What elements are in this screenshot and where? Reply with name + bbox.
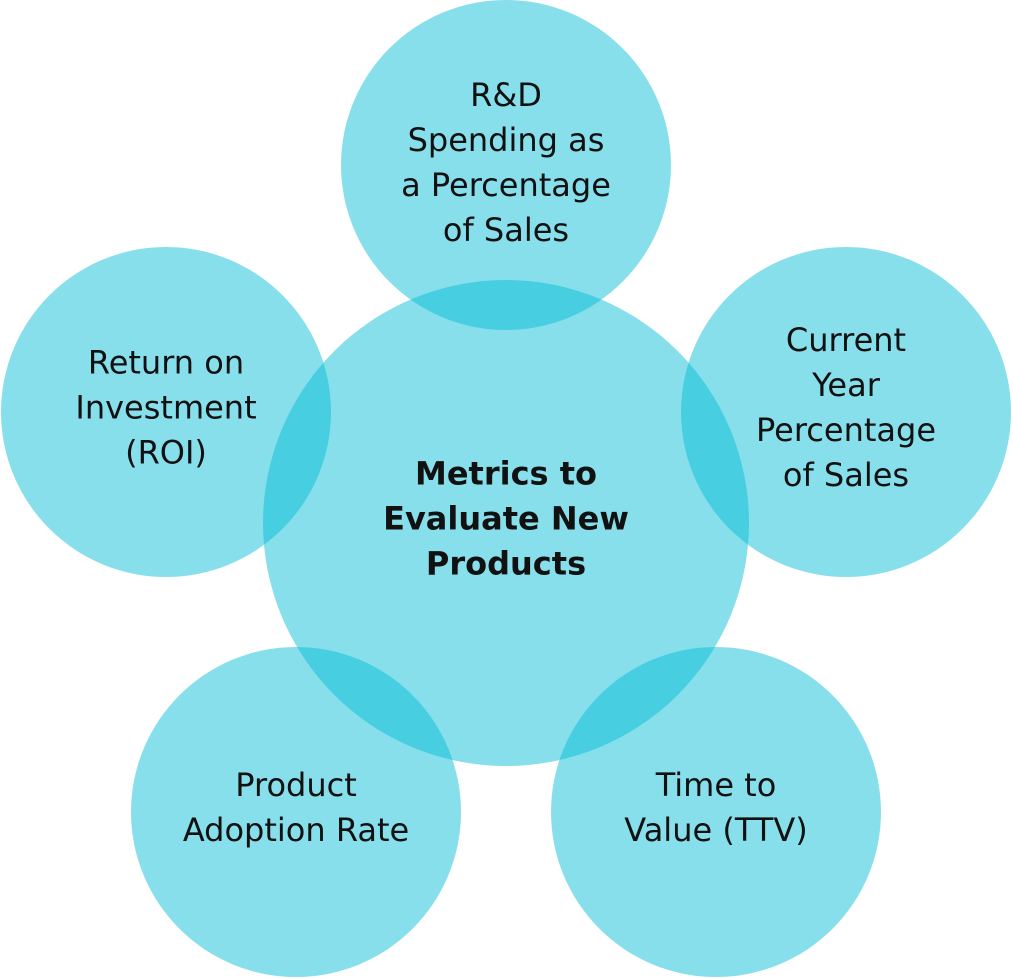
circle-ttv (551, 647, 881, 977)
circle-adoption-rate (131, 647, 461, 977)
current-year-sales-label: Current Year Percentage of Sales (755, 321, 937, 494)
rd-spending-label: R&D Spending as a Percentage of Sales (401, 76, 611, 249)
circle-rd-spending (341, 0, 671, 330)
adoption-rate-label: Product Adoption Rate (182, 766, 410, 849)
circle-roi (1, 247, 331, 577)
ttv-label: Time to Value (TTV) (624, 766, 808, 849)
roi-label: Return on Investment (ROI) (75, 343, 257, 472)
center-label: Metrics to Evaluate New Products (383, 454, 629, 583)
circle-current-year-sales (681, 247, 1011, 577)
center-circle (263, 280, 749, 766)
